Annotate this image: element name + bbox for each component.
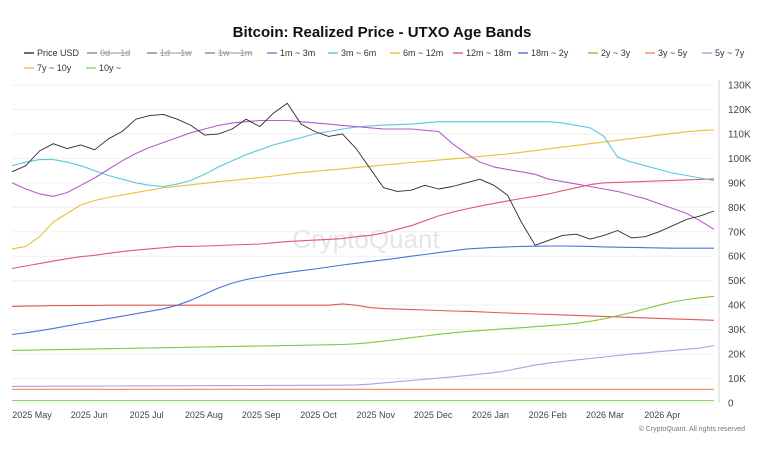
x-tick-label: 2025 Dec bbox=[414, 410, 453, 420]
legend-item[interactable]: Price USD bbox=[24, 48, 80, 58]
x-tick-label: 2025 Sep bbox=[242, 410, 281, 420]
y-tick-label: 70K bbox=[728, 227, 746, 238]
x-tick-label: 2025 Aug bbox=[185, 410, 223, 420]
y-tick-label: 10K bbox=[728, 374, 746, 385]
series-line-12m-18m bbox=[11, 178, 715, 270]
legend-item[interactable]: 1d ~ 1w bbox=[147, 48, 192, 58]
y-tick-label: 130K bbox=[728, 81, 752, 92]
series-line-2y-3y bbox=[11, 295, 715, 351]
legend-item[interactable]: 3y ~ 5y bbox=[645, 48, 688, 58]
legend-item[interactable]: 12m ~ 18m bbox=[453, 48, 511, 58]
series-line-6m-12m bbox=[11, 129, 715, 250]
legend-item[interactable]: 1m ~ 3m bbox=[267, 48, 315, 58]
y-tick-label: 20K bbox=[728, 350, 746, 361]
legend-label: 18m ~ 2y bbox=[531, 48, 569, 58]
x-tick-label: 2026 Jan bbox=[472, 410, 509, 420]
legend-label: 7y ~ 10y bbox=[37, 63, 72, 73]
y-axis: 0 10K 20K 30K 40K 50K 60K 70K 80K 90K 100K 110K 120K… bbox=[718, 80, 752, 410]
legend-item[interactable]: 6m ~ 12m bbox=[390, 48, 443, 58]
y-tick-label: 30K bbox=[728, 325, 746, 336]
x-tick-label: 2026 Mar bbox=[586, 410, 624, 420]
series-line-5y-7y bbox=[11, 344, 715, 387]
legend-label: Price USD bbox=[37, 48, 80, 58]
x-tick-label: 2025 Oct bbox=[300, 410, 337, 420]
x-tick-label: 2026 Feb bbox=[529, 410, 567, 420]
legend-item[interactable]: 0d ~ 1d bbox=[87, 48, 131, 58]
y-tick-label: 60K bbox=[728, 252, 746, 263]
series-line-price-usd bbox=[11, 102, 715, 246]
gridlines bbox=[12, 84, 714, 404]
legend-label: 10y ~ bbox=[99, 63, 121, 73]
x-tick-label: 2025 Jul bbox=[130, 410, 164, 420]
legend-label: 3m ~ 6m bbox=[341, 48, 376, 58]
y-tick-label: 90K bbox=[728, 178, 746, 189]
x-tick-label: 2025 Nov bbox=[357, 410, 396, 420]
x-tick-label: 2025 May bbox=[12, 410, 52, 420]
legend-item[interactable]: 1w ~ 1m bbox=[205, 48, 253, 58]
legend-label: 12m ~ 18m bbox=[466, 48, 511, 58]
legend-item[interactable]: 18m ~ 2y bbox=[518, 48, 569, 58]
y-tick-label: 50K bbox=[728, 276, 746, 287]
legend-label: 1m ~ 3m bbox=[280, 48, 315, 58]
y-tick-label: 120K bbox=[728, 105, 752, 116]
legend-label: 5y ~ 7y bbox=[715, 48, 745, 58]
y-tick-label: 80K bbox=[728, 203, 746, 214]
legend-item[interactable]: 3m ~ 6m bbox=[328, 48, 376, 58]
series-layer bbox=[11, 102, 715, 402]
y-tick-label: 110K bbox=[728, 129, 751, 140]
watermark: CryptoQuant bbox=[292, 224, 440, 254]
y-tick-label: 40K bbox=[728, 301, 746, 312]
legend-item[interactable]: 10y ~ bbox=[86, 63, 121, 73]
series-line-3m-6m bbox=[11, 121, 715, 188]
x-tick-label: 2025 Jun bbox=[71, 410, 108, 420]
y-tick-label: 0 bbox=[728, 399, 734, 410]
series-line-1m-3m bbox=[11, 119, 715, 230]
x-axis: 2025 May 2025 Jun 2025 Jul 2025 Aug 2025 Sep… bbox=[12, 410, 680, 420]
y-tick-label: 100K bbox=[728, 154, 752, 165]
copyright-notice: © CryptoQuant. All rights reserved bbox=[639, 425, 745, 433]
legend: Price USD 0d ~ 1d 1d ~ 1w 1w ~ 1m 1m ~ 3m 3m … bbox=[24, 48, 745, 73]
legend-label: 2y ~ 3y bbox=[601, 48, 631, 58]
series-line-18m-2y bbox=[11, 245, 714, 336]
legend-label: 6m ~ 12m bbox=[403, 48, 443, 58]
x-tick-label: 2026 Apr bbox=[644, 410, 680, 420]
series-line-extra-0 bbox=[11, 303, 715, 321]
legend-item[interactable]: 5y ~ 7y bbox=[702, 48, 745, 58]
chart-title: Bitcoin: Realized Price - UTXO Age Bands bbox=[233, 24, 532, 41]
legend-item[interactable]: 2y ~ 3y bbox=[588, 48, 631, 58]
legend-label: 3y ~ 5y bbox=[658, 48, 688, 58]
legend-item[interactable]: 7y ~ 10y bbox=[24, 63, 72, 73]
